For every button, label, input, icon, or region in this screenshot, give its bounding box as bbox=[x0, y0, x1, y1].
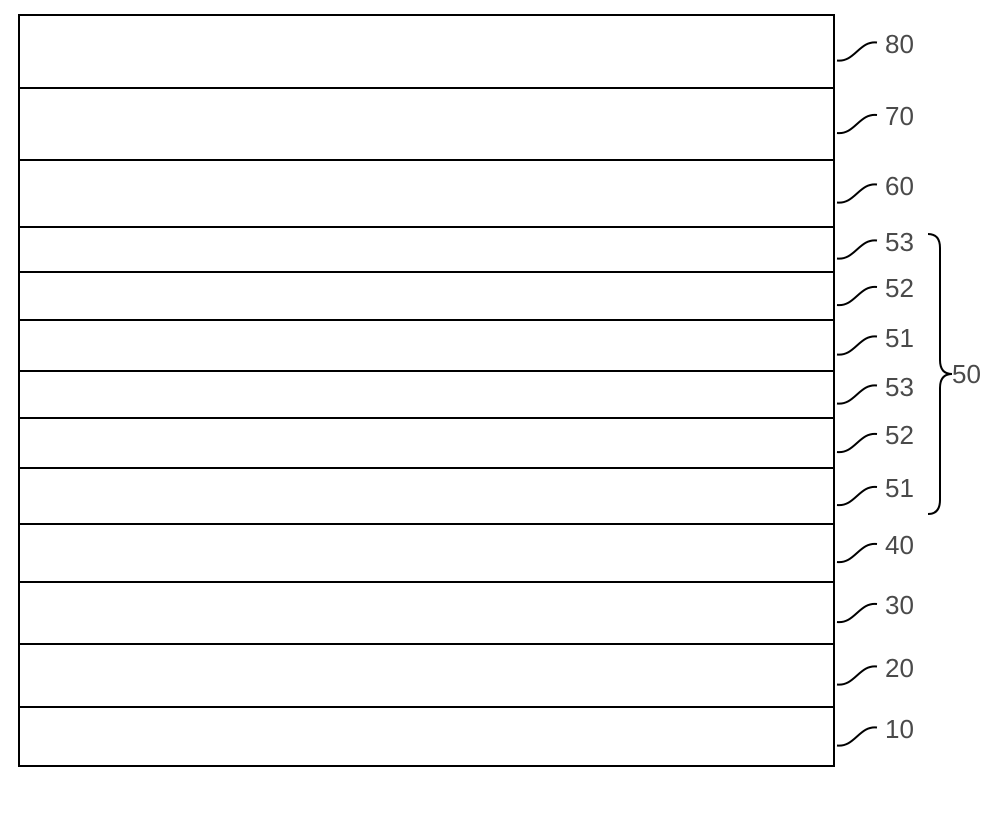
leader-52b bbox=[837, 434, 877, 452]
leader-30 bbox=[837, 604, 877, 622]
leader-60 bbox=[837, 184, 877, 202]
leader-40 bbox=[837, 544, 877, 562]
layer-label-51a: 51 bbox=[885, 323, 914, 354]
layer-label-40: 40 bbox=[885, 530, 914, 561]
layer-label-52a: 52 bbox=[885, 273, 914, 304]
leader-51a bbox=[837, 336, 877, 354]
group-brace-50 bbox=[928, 234, 952, 514]
layer-label-51b: 51 bbox=[885, 473, 914, 504]
layer-label-30: 30 bbox=[885, 590, 914, 621]
layer-label-10: 10 bbox=[885, 714, 914, 745]
diagram-container: 80 70 60 53 52 51 53 52 51 40 30 20 10 50 bbox=[0, 0, 1000, 831]
layer-label-53b: 53 bbox=[885, 372, 914, 403]
leader-51b bbox=[837, 487, 877, 505]
leader-20 bbox=[837, 666, 877, 684]
leader-overlay bbox=[0, 0, 1000, 831]
layer-label-20: 20 bbox=[885, 653, 914, 684]
leader-52a bbox=[837, 287, 877, 305]
leader-70 bbox=[837, 115, 877, 133]
leader-80 bbox=[837, 42, 877, 60]
layer-label-53a: 53 bbox=[885, 227, 914, 258]
group-label-50: 50 bbox=[952, 359, 981, 390]
leader-10 bbox=[837, 727, 877, 745]
layer-label-60: 60 bbox=[885, 171, 914, 202]
layer-label-52b: 52 bbox=[885, 420, 914, 451]
leader-53b bbox=[837, 385, 877, 403]
leader-53a bbox=[837, 240, 877, 258]
layer-label-80: 80 bbox=[885, 29, 914, 60]
layer-label-70: 70 bbox=[885, 101, 914, 132]
